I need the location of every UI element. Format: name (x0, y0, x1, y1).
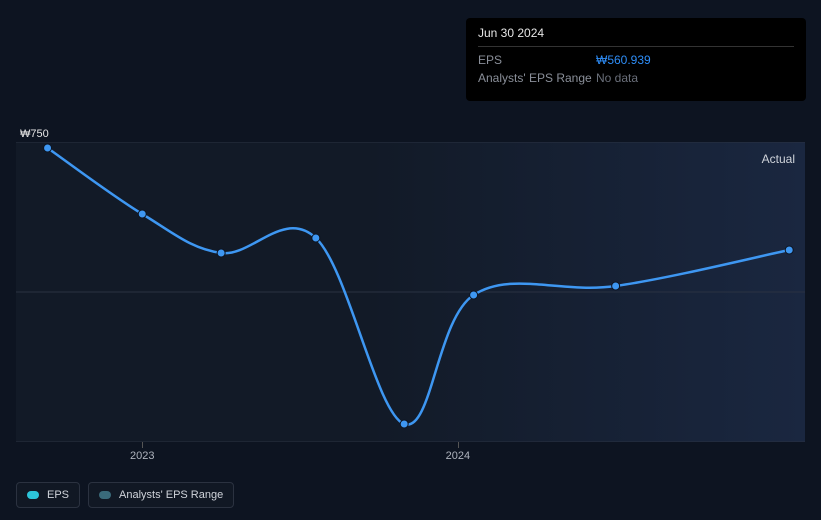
legend-swatch (27, 491, 39, 499)
x-axis-label: 2024 (446, 450, 470, 462)
legend-label: EPS (47, 489, 69, 501)
x-tick (142, 442, 143, 448)
chart-tooltip: Jun 30 2024 EPS ₩560.939 Analysts' EPS R… (466, 18, 806, 101)
tooltip-date: Jun 30 2024 (478, 26, 794, 47)
tooltip-label: Analysts' EPS Range (478, 71, 596, 85)
x-axis: 2023 2024 (16, 448, 805, 468)
tooltip-row-range: Analysts' EPS Range No data (478, 69, 794, 87)
chart-legend: EPS Analysts' EPS Range (16, 482, 234, 508)
chart-svg (16, 142, 805, 442)
tooltip-row-eps: EPS ₩560.939 (478, 51, 794, 69)
y-axis-label-top: ₩750 (20, 128, 49, 140)
tooltip-label: EPS (478, 53, 596, 67)
legend-item-eps[interactable]: EPS (16, 482, 80, 508)
legend-label: Analysts' EPS Range (119, 489, 223, 501)
tooltip-value: ₩560.939 (596, 53, 651, 67)
eps-line-chart: Actual (16, 142, 805, 442)
chart-region-label-actual: Actual (762, 152, 795, 166)
legend-swatch (99, 491, 111, 499)
tooltip-value: No data (596, 71, 638, 85)
x-tick (458, 442, 459, 448)
legend-item-eps-range[interactable]: Analysts' EPS Range (88, 482, 234, 508)
x-axis-label: 2023 (130, 450, 154, 462)
